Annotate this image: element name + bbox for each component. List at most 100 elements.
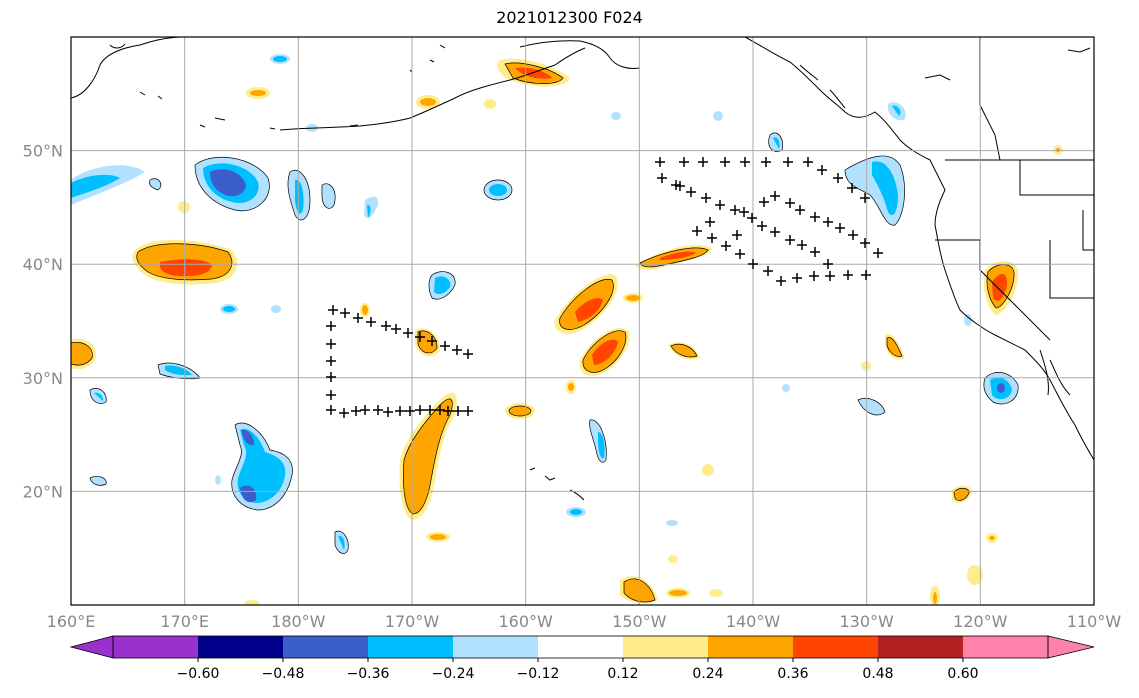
- colorbar-segment: [368, 636, 454, 658]
- track-cross-marker: [757, 221, 767, 231]
- track-cross-marker: [328, 305, 338, 315]
- storm-track-markers: [326, 157, 883, 418]
- track-cross-marker: [435, 405, 445, 415]
- lon-tick-label: 110°W: [1067, 612, 1122, 631]
- lat-tick-label: 40°N: [23, 255, 63, 274]
- lon-tick-label: 170°E: [160, 612, 209, 631]
- track-cross-marker: [785, 235, 795, 245]
- track-cross-marker: [326, 372, 336, 382]
- colorbar-frame: [112, 635, 1049, 659]
- track-cross-marker: [679, 157, 689, 167]
- track-cross-marker: [721, 241, 731, 251]
- track-cross-marker: [452, 345, 462, 355]
- colorbar-extend-high: [1047, 635, 1095, 659]
- colorbar-segment: [963, 636, 1049, 658]
- track-cross-marker: [873, 248, 883, 258]
- track-cross-marker: [415, 405, 425, 415]
- track-cross-marker: [381, 321, 391, 331]
- track-cross-marker: [770, 191, 780, 201]
- track-cross-marker: [730, 205, 740, 215]
- neg-anomaly-wa: [194, 156, 270, 212]
- colorbar-segment: [878, 636, 964, 658]
- track-cross-marker: [763, 266, 773, 276]
- track-cross-marker: [817, 165, 827, 175]
- track-cross-marker: [657, 173, 667, 183]
- track-cross-marker: [391, 324, 401, 334]
- track-cross-marker: [792, 273, 802, 283]
- colorbar-segment: [793, 636, 879, 658]
- track-cross-marker: [747, 213, 757, 223]
- pos-anomaly-california: [861, 261, 1019, 605]
- track-cross-marker: [783, 157, 793, 167]
- colorbar-segment: [283, 636, 369, 658]
- track-cross-marker: [795, 205, 805, 215]
- map-frame: [70, 36, 1095, 606]
- track-cross-marker: [351, 406, 361, 416]
- track-cross-marker: [715, 200, 725, 210]
- track-cross-marker: [835, 223, 845, 233]
- lon-tick-label: 130°W: [839, 612, 894, 631]
- track-cross-marker: [655, 157, 665, 167]
- track-cross-marker: [326, 321, 336, 331]
- track-cross-marker: [860, 238, 870, 248]
- track-cross-marker: [701, 193, 711, 203]
- colorbar-segment: [113, 636, 199, 658]
- longitude-labels: 160°E 170°E 180°W 170°W 160°W 150°W 140°W 130°W…: [47, 612, 1122, 631]
- pos-anomaly-streak: [360, 303, 457, 542]
- colorbar-segment: [453, 636, 539, 658]
- track-cross-marker: [739, 207, 749, 217]
- track-cross-marker: [675, 181, 685, 191]
- neg-anomaly-central: [89, 271, 790, 554]
- colorbar-extend-low: [69, 635, 114, 659]
- track-cross-marker: [810, 247, 820, 257]
- lon-tick-label: 180°W: [271, 612, 326, 631]
- track-cross-marker: [340, 308, 350, 318]
- track-cross-marker: [326, 339, 336, 349]
- track-cross-marker: [861, 270, 871, 280]
- track-cross-marker: [705, 217, 715, 227]
- track-cross-marker: [415, 332, 425, 342]
- track-cross-marker: [698, 157, 708, 167]
- track-cross-marker: [823, 259, 833, 269]
- colorbar-tick-label: −0.48: [262, 666, 305, 682]
- track-cross-marker: [692, 226, 702, 236]
- track-cross-marker: [803, 157, 813, 167]
- colorbar-tick-label: 0.48: [862, 666, 893, 682]
- colorbar-segment: [538, 636, 624, 658]
- track-cross-marker: [383, 407, 393, 417]
- lon-tick-label: 170°W: [385, 612, 440, 631]
- colorbar: −0.60 −0.48 −0.36 −0.24 −0.12 0.12 0.24 0.36 0.4…: [69, 635, 1095, 682]
- map-title: 2021012300 F024: [496, 8, 643, 27]
- neg-anomaly-ne-pacific: [768, 102, 1019, 416]
- track-cross-marker: [395, 406, 405, 416]
- lat-tick-label: 30°N: [23, 369, 63, 388]
- track-cross-marker: [326, 356, 336, 366]
- track-cross-marker: [732, 230, 742, 240]
- track-cross-marker: [833, 173, 843, 183]
- track-cross-marker: [860, 193, 870, 203]
- track-cross-marker: [809, 271, 819, 281]
- lon-tick-label: 160°W: [498, 612, 553, 631]
- pos-anomaly-central: [244, 58, 723, 605]
- track-cross-marker: [825, 271, 835, 281]
- colorbar-segment: [623, 636, 709, 658]
- track-cross-marker: [326, 405, 336, 415]
- track-cross-marker: [797, 240, 807, 250]
- lon-tick-label: 140°W: [726, 612, 781, 631]
- track-cross-marker: [373, 405, 383, 415]
- track-cross-marker: [360, 405, 370, 415]
- colorbar-segment: [198, 636, 284, 658]
- contour-fields: [71, 54, 1063, 605]
- track-cross-marker: [686, 187, 696, 197]
- track-cross-marker: [740, 157, 750, 167]
- colorbar-tick-label: 0.60: [947, 666, 978, 682]
- track-cross-marker: [720, 157, 730, 167]
- colorbar-tick-label: 0.12: [607, 666, 638, 682]
- track-cross-marker: [847, 183, 857, 193]
- track-cross-marker: [366, 317, 376, 327]
- track-cross-marker: [843, 270, 853, 280]
- neg-anomaly-small-a: [149, 170, 379, 221]
- colorbar-tick-label: −0.12: [517, 666, 560, 682]
- colorbar-tick-label: −0.60: [177, 666, 220, 682]
